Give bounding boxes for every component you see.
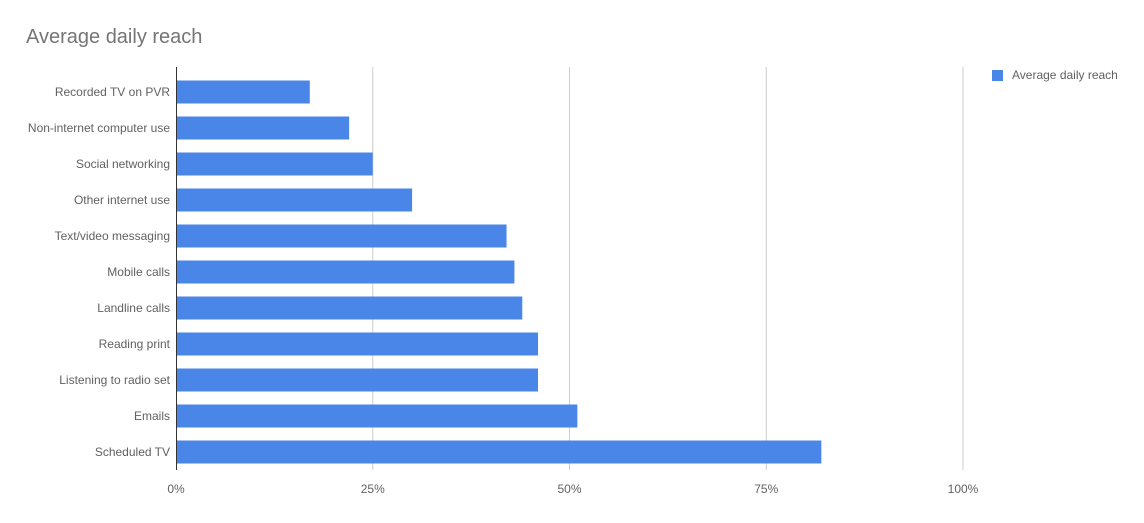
x-tick-label: 75% xyxy=(754,482,778,496)
category-label: Landline calls xyxy=(97,301,170,315)
category-label: Reading print xyxy=(99,337,171,351)
x-tick-label: 0% xyxy=(167,482,185,496)
bar xyxy=(176,296,523,320)
category-label: Mobile calls xyxy=(107,265,170,279)
legend-swatch xyxy=(992,69,1003,81)
category-label: Text/video messaging xyxy=(55,229,170,243)
bar xyxy=(176,116,350,140)
category-label: Scheduled TV xyxy=(95,445,170,459)
category-label: Emails xyxy=(134,409,170,423)
x-tick-label: 50% xyxy=(557,482,581,496)
category-label: Non-internet computer use xyxy=(28,121,170,135)
bar xyxy=(176,224,507,248)
x-tick-label: 100% xyxy=(948,482,979,496)
legend: Average daily reach xyxy=(992,68,1118,82)
category-label: Recorded TV on PVR xyxy=(55,85,171,99)
legend-label: Average daily reach xyxy=(1012,68,1118,82)
bar xyxy=(176,188,413,212)
bar xyxy=(176,80,310,104)
x-tick-label: 25% xyxy=(361,482,385,496)
bar xyxy=(176,152,373,176)
bar xyxy=(176,332,539,356)
category-label: Social networking xyxy=(76,157,170,171)
category-label: Listening to radio set xyxy=(59,373,170,387)
bar xyxy=(176,260,515,284)
bar xyxy=(176,404,578,428)
bar xyxy=(176,440,822,464)
category-label: Other internet use xyxy=(74,193,170,207)
chart-title: Average daily reach xyxy=(26,26,203,48)
bar xyxy=(176,368,539,392)
